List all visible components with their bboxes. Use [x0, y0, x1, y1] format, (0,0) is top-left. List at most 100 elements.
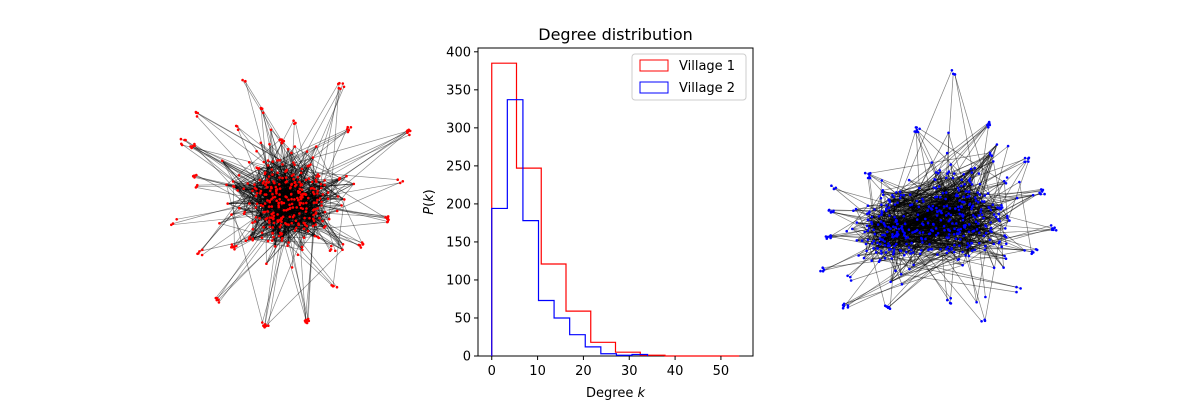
network-edge [277, 221, 280, 237]
network-edge [245, 232, 273, 242]
network-edge [270, 129, 279, 221]
network-node [992, 160, 995, 163]
network-node [980, 213, 984, 217]
network-edge [274, 182, 298, 199]
network-edge [287, 209, 323, 222]
network-edge [281, 203, 322, 206]
network-node [887, 206, 891, 210]
network-node [289, 186, 292, 189]
network-node [269, 128, 273, 132]
network-node [867, 227, 871, 230]
network-edge [283, 191, 299, 204]
network-node [316, 198, 319, 202]
network-edge [267, 160, 274, 198]
network-node [896, 201, 899, 204]
network-edge [892, 124, 989, 238]
network-edge [298, 83, 344, 225]
x-tick-label: 50 [713, 364, 730, 379]
network-edge [277, 172, 280, 203]
network-node [298, 201, 302, 205]
network-node [982, 216, 985, 220]
network-node [881, 190, 884, 193]
x-tick-label: 30 [621, 364, 638, 379]
network-edge [876, 252, 1021, 289]
network-node [898, 190, 902, 193]
network-edge [317, 205, 342, 209]
network-node [322, 226, 326, 229]
y-tick-label: 300 [446, 121, 471, 136]
network-edge [867, 191, 883, 214]
network-edge [1019, 181, 1033, 254]
network-edge [249, 197, 274, 204]
network-node [907, 228, 911, 231]
network-node [994, 215, 998, 219]
network-edge [269, 152, 292, 221]
network-edge [255, 221, 315, 237]
network-node [290, 182, 294, 186]
network-edge [232, 128, 348, 182]
network-edge [902, 229, 952, 304]
network-node [279, 223, 283, 227]
network-node [872, 239, 876, 243]
network-node [908, 193, 912, 196]
network-edge [268, 176, 315, 204]
network-node [926, 221, 930, 225]
network-edge [286, 170, 294, 218]
network-node [931, 222, 935, 226]
network-node [953, 227, 956, 231]
network-node [928, 243, 931, 246]
network-node [305, 201, 308, 205]
network-edge [260, 190, 282, 203]
network-node [903, 234, 907, 238]
network-edge [303, 235, 315, 239]
network-edge [269, 217, 310, 228]
network-node [924, 237, 927, 241]
network-edge [274, 181, 288, 247]
network-node [312, 213, 315, 217]
network-node [973, 215, 977, 219]
network-edge [222, 160, 262, 206]
network-edge [317, 236, 343, 251]
network-edge [256, 192, 289, 225]
network-node [960, 178, 963, 181]
network-node [927, 205, 931, 208]
network-node [880, 213, 883, 216]
network-node [267, 175, 271, 178]
network-edge [283, 182, 401, 204]
network-node [879, 196, 883, 200]
network-node [865, 249, 868, 253]
network-edge [269, 222, 283, 234]
network-edge [278, 203, 310, 321]
network-edge [261, 108, 283, 165]
network-node [284, 181, 288, 184]
network-edge [865, 172, 992, 233]
network-edge [226, 184, 307, 196]
network-village-1 [170, 78, 412, 329]
network-node [292, 119, 295, 122]
network-edge [277, 172, 322, 189]
network-node [900, 283, 904, 286]
network-edge [291, 197, 303, 224]
network-edge [298, 202, 315, 225]
network-edge [281, 224, 289, 234]
network-node [306, 229, 310, 233]
network-edge [288, 190, 319, 243]
network-edge [292, 202, 307, 218]
network-edge [293, 183, 354, 216]
network-edge [255, 165, 308, 197]
network-node [261, 181, 265, 185]
y-tick-label: 250 [446, 159, 471, 174]
network-edge [271, 198, 329, 215]
network-node [978, 241, 981, 245]
network-node [1053, 226, 1056, 229]
network-edge [901, 273, 1017, 293]
network-edge [272, 161, 309, 199]
network-edge [191, 146, 301, 206]
network-edge [281, 223, 286, 239]
network-edge [298, 218, 314, 226]
network-edge [332, 199, 345, 287]
network-node [945, 151, 949, 155]
network-node [310, 180, 314, 184]
network-edge [939, 170, 1004, 268]
network-edge [255, 193, 292, 197]
